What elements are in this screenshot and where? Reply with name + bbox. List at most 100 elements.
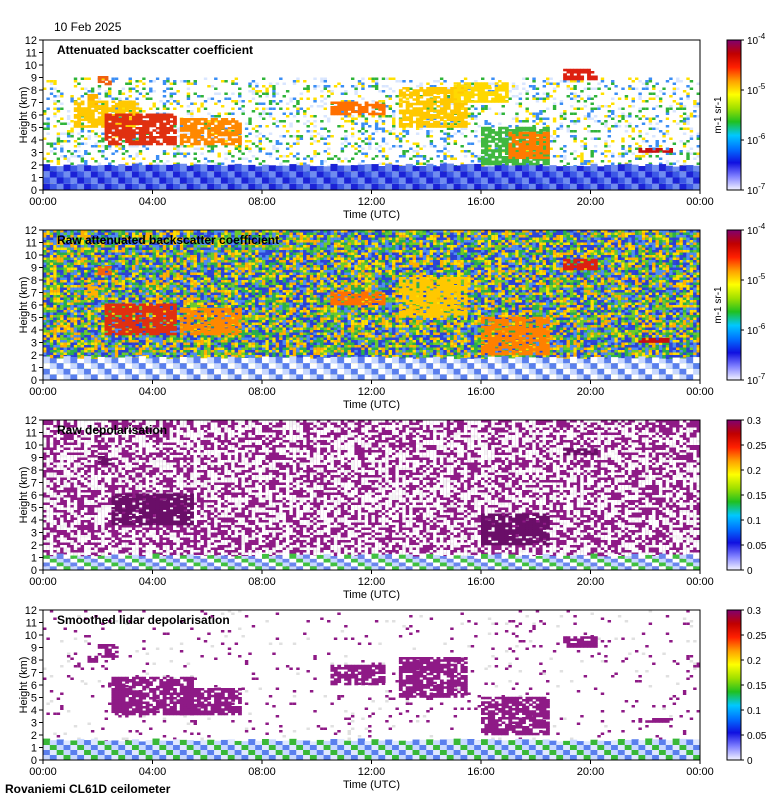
noise-cell xyxy=(621,140,624,143)
noise-cell xyxy=(252,155,255,158)
noise-cell xyxy=(327,158,330,161)
noise-cell xyxy=(584,103,587,106)
noise-cell xyxy=(300,148,303,151)
noise-cell xyxy=(91,145,94,148)
feature-cell xyxy=(159,129,163,132)
noise-cell xyxy=(101,153,104,156)
noise-cell xyxy=(423,163,426,166)
noise-cell xyxy=(635,158,638,161)
base-layer-cell xyxy=(426,184,433,190)
noise-cell xyxy=(344,158,347,161)
base-layer-cell xyxy=(529,165,536,171)
x-tick-label: 00:00 xyxy=(29,196,57,208)
noise-cell xyxy=(464,128,467,131)
base-layer-cell xyxy=(283,178,290,184)
noise-cell xyxy=(313,125,316,128)
noise-cell xyxy=(621,148,624,151)
noise-cell xyxy=(60,140,63,143)
feature-cell xyxy=(402,123,406,126)
noise-cell xyxy=(399,135,402,138)
feature-cell xyxy=(543,157,547,160)
feature-cell xyxy=(228,132,232,135)
feature-cell xyxy=(502,158,506,161)
noise-cell xyxy=(608,160,611,163)
feature-cell xyxy=(512,163,516,166)
feature-cell xyxy=(77,112,81,115)
noise-cell xyxy=(279,100,282,103)
feature-cell xyxy=(409,121,413,124)
noise-cell xyxy=(187,150,190,153)
feature-cell xyxy=(522,150,526,153)
noise-cell xyxy=(392,118,395,121)
noise-cell xyxy=(245,135,248,138)
noise-cell xyxy=(310,158,313,161)
noise-cell xyxy=(652,115,655,118)
noise-cell xyxy=(320,95,323,98)
noise-cell xyxy=(283,160,286,163)
noise-cell xyxy=(118,145,121,148)
noise-cell xyxy=(204,105,207,108)
noise-cell xyxy=(153,103,156,106)
feature-cell xyxy=(139,136,143,139)
base-layer-cell xyxy=(679,171,686,177)
noise-cell xyxy=(132,93,135,96)
feature-cell xyxy=(519,152,523,155)
noise-cell xyxy=(348,160,351,163)
noise-cell xyxy=(344,120,347,123)
feature-cell xyxy=(478,89,482,92)
noise-cell xyxy=(348,143,351,146)
feature-cell xyxy=(101,112,105,115)
feature-cell xyxy=(508,143,512,146)
feature-cell xyxy=(399,92,403,95)
feature-cell xyxy=(508,152,512,155)
feature-cell xyxy=(488,145,492,148)
feature-cell xyxy=(224,134,228,137)
feature-cell xyxy=(450,112,454,115)
base-layer-cell xyxy=(248,184,255,190)
noise-cell xyxy=(259,143,262,146)
feature-cell xyxy=(238,125,242,128)
noise-cell xyxy=(570,105,573,108)
noise-cell xyxy=(163,80,166,83)
feature-cell xyxy=(129,132,133,135)
base-layer-cell xyxy=(200,184,207,190)
feature-cell xyxy=(669,150,673,153)
noise-cell xyxy=(399,145,402,148)
feature-cell xyxy=(474,87,478,90)
feature-cell xyxy=(180,127,184,130)
noise-cell xyxy=(159,78,162,81)
noise-cell xyxy=(522,120,525,123)
noise-cell xyxy=(697,135,700,138)
feature-cell xyxy=(170,114,174,117)
feature-cell xyxy=(484,94,488,97)
noise-cell xyxy=(265,105,268,108)
noise-cell xyxy=(74,145,77,148)
noise-cell xyxy=(111,148,114,151)
feature-cell xyxy=(77,125,81,128)
feature-cell xyxy=(105,134,109,137)
feature-cell xyxy=(440,87,444,90)
noise-cell xyxy=(351,145,354,148)
feature-cell xyxy=(122,136,126,139)
feature-cell xyxy=(115,103,119,106)
feature-cell xyxy=(180,129,184,132)
base-layer-cell xyxy=(324,166,331,171)
noise-cell xyxy=(101,133,104,136)
feature-cell xyxy=(440,107,444,110)
feature-cell xyxy=(580,78,584,81)
noise-cell xyxy=(525,108,528,111)
feature-cell xyxy=(399,121,403,124)
noise-cell xyxy=(241,100,244,103)
noise-cell xyxy=(580,90,583,93)
noise-cell xyxy=(471,83,474,86)
feature-cell xyxy=(423,123,427,126)
feature-cell xyxy=(481,87,485,90)
base-layer-cell xyxy=(139,178,146,184)
noise-cell xyxy=(43,123,46,126)
noise-cell xyxy=(77,83,80,86)
noise-cell xyxy=(81,143,84,146)
noise-cell xyxy=(690,133,693,136)
noise-cell xyxy=(625,135,628,138)
noise-cell xyxy=(153,90,156,93)
feature-cell xyxy=(105,123,109,126)
